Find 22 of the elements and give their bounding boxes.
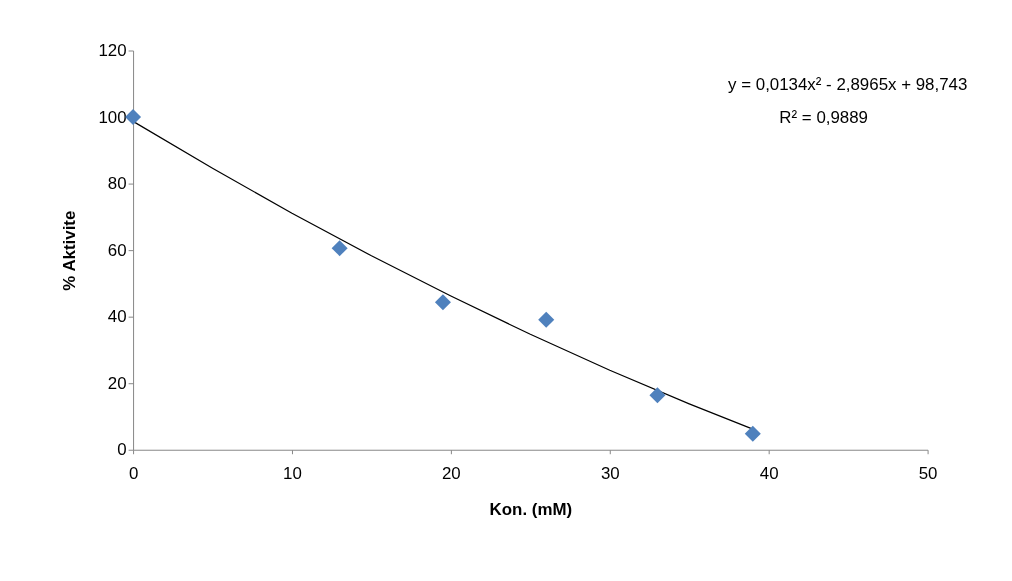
y-tick-label: 60: [107, 240, 127, 260]
annotation: R² = 0,9889: [779, 108, 868, 128]
point: [538, 311, 555, 328]
y-tick-label: 0: [117, 440, 127, 460]
x-tick-label: 50: [918, 464, 938, 484]
y-tick-label: 20: [107, 373, 127, 393]
point: [434, 294, 451, 311]
point: [744, 425, 761, 442]
x-tick-label: 10: [283, 464, 302, 484]
y-tick-label: 120: [98, 40, 127, 60]
y-axis-title: % Aktivite: [59, 210, 79, 291]
x-tick-label: 40: [759, 464, 779, 484]
x-tick-label: 20: [441, 464, 461, 484]
y-tick-label: 100: [98, 107, 127, 127]
x-axis-title: Kon. (mM): [489, 499, 573, 519]
point: [649, 387, 666, 404]
annotation: y = 0,0134x² - 2,8965x + 98,743: [728, 75, 968, 95]
point: [125, 109, 142, 126]
y-tick-label: 40: [107, 307, 127, 327]
y-tick-label: 80: [107, 174, 127, 194]
point: [331, 240, 348, 257]
x-tick-label: 30: [600, 464, 620, 484]
